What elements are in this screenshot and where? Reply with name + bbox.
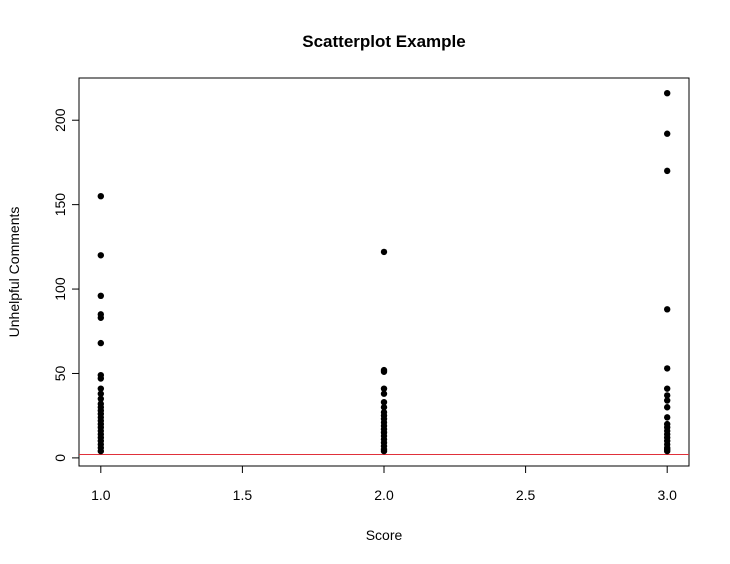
point bbox=[380, 248, 388, 256]
point bbox=[663, 130, 671, 137]
x-tick-label: 2.5 bbox=[516, 487, 536, 503]
point bbox=[663, 167, 671, 175]
point bbox=[97, 252, 105, 259]
point bbox=[380, 447, 388, 455]
y-tick-label: 0 bbox=[52, 454, 68, 462]
x-tick-label: 3.0 bbox=[657, 487, 677, 503]
point bbox=[97, 390, 105, 397]
point bbox=[663, 447, 671, 455]
point bbox=[97, 395, 105, 403]
point bbox=[663, 392, 671, 399]
point bbox=[663, 397, 671, 404]
point bbox=[97, 292, 105, 300]
point bbox=[663, 89, 671, 97]
point bbox=[663, 306, 671, 313]
point bbox=[663, 414, 671, 421]
point bbox=[380, 385, 388, 392]
y-tick-label: 100 bbox=[52, 277, 68, 301]
x-tick-label: 2.0 bbox=[374, 487, 394, 503]
point bbox=[663, 385, 671, 392]
y-tick-label: 50 bbox=[52, 365, 68, 381]
point bbox=[97, 339, 105, 347]
point bbox=[380, 390, 388, 397]
point bbox=[380, 398, 388, 406]
chart-title: Scatterplot Example bbox=[302, 32, 465, 51]
x-tick-label: 1.0 bbox=[91, 487, 111, 503]
point bbox=[97, 385, 105, 392]
point bbox=[97, 447, 105, 455]
point bbox=[663, 365, 671, 372]
point bbox=[663, 404, 671, 411]
point bbox=[97, 314, 105, 321]
y-axis-label: Unhelpful Comments bbox=[6, 207, 22, 338]
x-axis-label: Score bbox=[366, 527, 403, 543]
x-tick-label: 1.5 bbox=[233, 487, 253, 503]
point bbox=[97, 192, 105, 200]
point bbox=[380, 368, 388, 375]
point bbox=[380, 404, 388, 411]
y-tick-label: 200 bbox=[52, 108, 68, 132]
point bbox=[97, 375, 105, 382]
y-tick-label: 150 bbox=[52, 193, 68, 217]
